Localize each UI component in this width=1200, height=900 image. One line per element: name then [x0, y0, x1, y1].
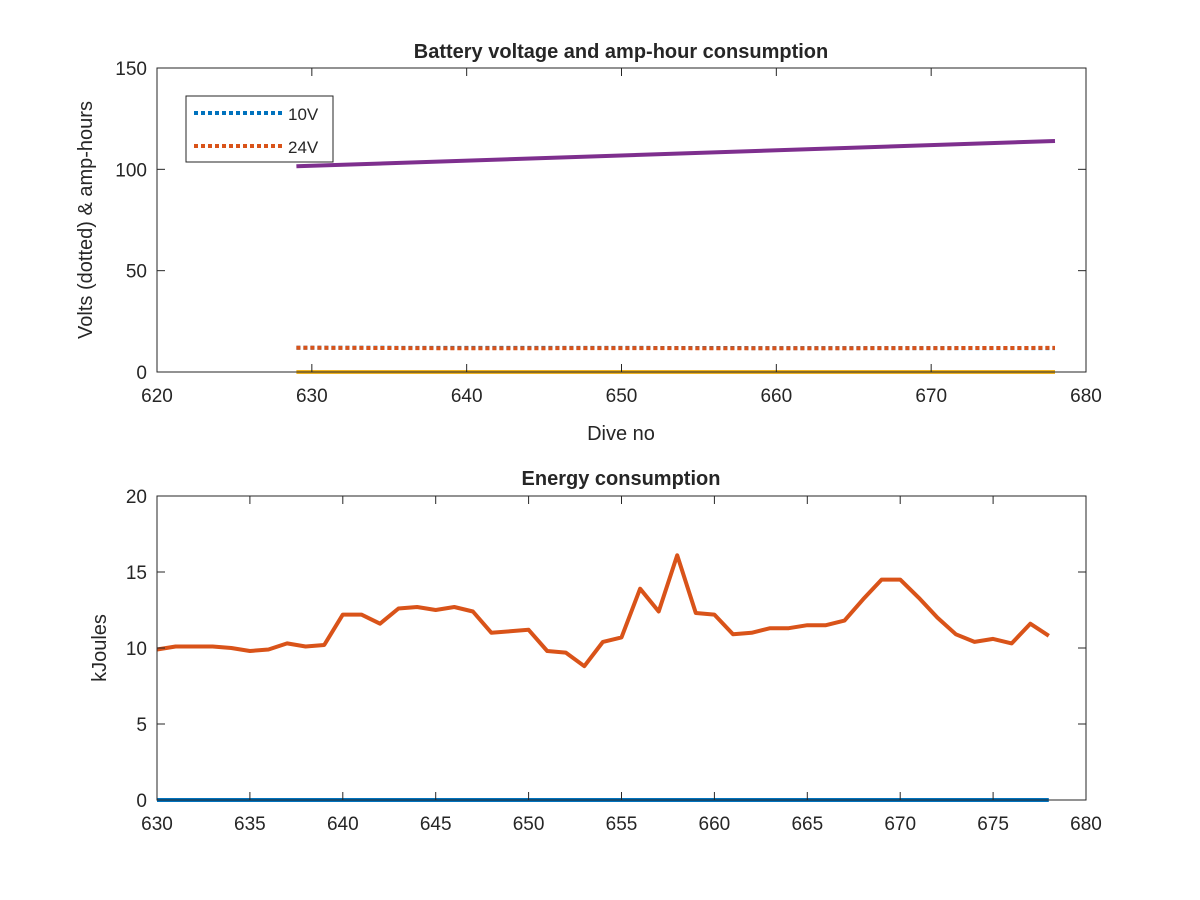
y-tick-label: 150	[115, 59, 147, 80]
x-axis-label: Dive no	[587, 423, 655, 445]
legend-label-24v: 24V	[288, 138, 319, 157]
y-tick-label: 5	[136, 715, 147, 736]
legend-label-10v: 10V	[288, 105, 319, 124]
plot-area	[157, 496, 1086, 800]
x-tick-label: 675	[977, 814, 1009, 835]
x-tick-label: 640	[327, 814, 359, 835]
legend-box	[185, 95, 334, 163]
series-line-1	[156, 553, 1050, 669]
y-tick-label: 50	[126, 262, 147, 283]
x-tick-label: 665	[791, 814, 823, 835]
x-tick-label: 640	[451, 386, 483, 407]
x-tick-label: 630	[141, 814, 173, 835]
x-tick-label: 680	[1070, 814, 1102, 835]
voltage-amphour-axes: 0 50 100 150 620 630 640 650 660 670 680 Battery …	[75, 41, 1102, 445]
y-axis-label: Volts (dotted) & amp-hours	[75, 101, 97, 339]
x-tick-label: 650	[606, 386, 638, 407]
legend: 10V 24V	[185, 95, 334, 163]
series-line-24v	[296, 345, 1056, 351]
series-line-3	[296, 139, 1056, 169]
y-tick-label: 0	[136, 363, 147, 384]
chart-title: Energy consumption	[522, 468, 721, 490]
axes-box	[156, 495, 1087, 801]
x-tick-label: 660	[760, 386, 792, 407]
x-tick-label: 655	[606, 814, 638, 835]
y-axis-label: kJoules	[89, 614, 111, 682]
y-tick-label: 0	[136, 791, 147, 812]
x-tick-label: 670	[915, 386, 947, 407]
chart-title: Battery voltage and amp-hour consumption	[414, 41, 828, 63]
x-tick-label: 620	[141, 386, 173, 407]
x-tick-label: 650	[513, 814, 545, 835]
x-tick-label: 645	[420, 814, 452, 835]
x-tick-label: 680	[1070, 386, 1102, 407]
y-tick-label: 10	[126, 639, 147, 660]
x-tick-label: 670	[884, 814, 916, 835]
energy-axes: 0 5 10 15 20 630 635 640 645 650 655 660 665 670 675 6…	[89, 468, 1102, 835]
y-tick-label: 15	[126, 563, 147, 584]
x-tick-label: 630	[296, 386, 328, 407]
y-tick-label: 20	[126, 487, 147, 508]
x-tick-label: 660	[699, 814, 731, 835]
x-tick-label: 635	[234, 814, 266, 835]
y-tick-label: 100	[115, 160, 147, 181]
axes-box	[156, 67, 1087, 373]
